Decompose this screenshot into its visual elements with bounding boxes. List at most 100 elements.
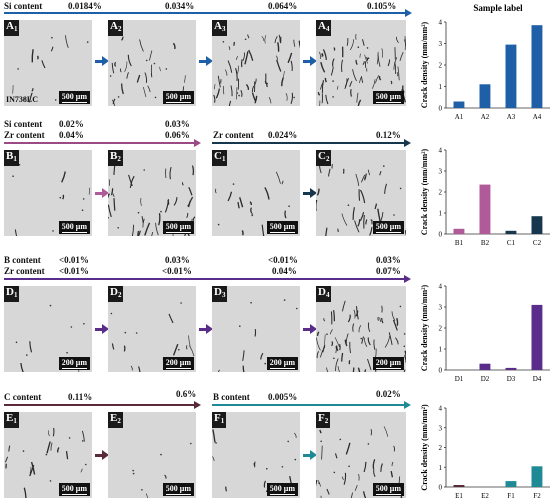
crack-mark <box>325 227 328 236</box>
crack-mark <box>355 59 358 66</box>
flow-arrow <box>199 56 213 66</box>
d-trend-arrow <box>4 278 406 280</box>
pore-mark <box>320 440 322 443</box>
panel-label: C2 <box>316 150 332 166</box>
x-tick-label: D2 <box>481 375 490 383</box>
crack-mark <box>326 488 330 495</box>
panel-label: D4 <box>316 286 332 302</box>
pore-mark <box>281 466 284 468</box>
crack-mark <box>112 99 116 106</box>
header-b-zr-2: 0.06% <box>165 130 190 140</box>
crack-mark <box>29 341 33 353</box>
crack-mark <box>240 59 243 68</box>
crack-mark <box>334 453 338 459</box>
scale-bar: 500 μm <box>266 483 298 496</box>
y-tick-label: 3 <box>439 424 443 432</box>
crack-mark <box>274 35 278 44</box>
pore-mark <box>367 443 370 445</box>
crack-mark <box>336 345 339 352</box>
crack-mark <box>404 354 406 363</box>
pore-mark <box>215 442 217 444</box>
pore-mark <box>153 62 156 65</box>
pore-mark <box>266 82 268 85</box>
pore-mark <box>85 463 87 466</box>
pore-mark <box>238 94 240 97</box>
pore-mark <box>190 442 192 445</box>
pore-mark <box>108 216 109 219</box>
pore-mark <box>251 214 254 217</box>
crack-mark <box>396 71 399 77</box>
flow-arrow <box>303 56 317 66</box>
crack-mark <box>330 66 334 76</box>
pore-mark <box>366 47 369 49</box>
pore-mark <box>26 354 28 356</box>
header-c-1: 0.11% <box>68 392 93 402</box>
crack-mark <box>350 39 355 51</box>
crack-mark <box>316 479 318 487</box>
pore-mark <box>45 453 48 456</box>
crack-mark <box>164 474 167 479</box>
crack-mark <box>356 92 359 103</box>
crack-mark <box>361 336 364 344</box>
header-b-2: 0.03% <box>165 255 190 265</box>
crack-mark <box>167 200 170 205</box>
crack-mark <box>183 75 186 83</box>
pore-mark <box>178 348 180 351</box>
crack-mark <box>316 199 318 211</box>
crack-mark <box>20 362 24 372</box>
crack-mark <box>4 456 9 463</box>
content-trend-arrowhead <box>405 9 412 17</box>
crack-mark <box>369 227 373 236</box>
bar-c2 <box>531 216 543 234</box>
panel-label: D1 <box>4 286 20 302</box>
micrograph-c2: C2 500 μm <box>316 150 406 236</box>
pore-mark <box>145 59 148 62</box>
pore-mark <box>364 177 366 179</box>
crack-mark <box>384 335 391 348</box>
pore-mark <box>49 304 52 307</box>
scale-bar: 500 μm <box>58 91 90 104</box>
micrograph-a2: A2 500 μm <box>108 20 196 106</box>
crack-mark <box>323 317 326 322</box>
crack-mark <box>227 191 233 202</box>
crack-mark <box>31 88 34 92</box>
y-tick-label: 2 <box>439 189 443 197</box>
header-si-label: Si content <box>4 1 43 11</box>
crack-mark <box>287 52 293 64</box>
crack-mark <box>396 317 399 326</box>
panel-label: E2 <box>108 412 123 428</box>
crack-mark <box>355 310 359 317</box>
x-tick-label: C2 <box>533 239 542 247</box>
y-tick-label: 1 <box>439 210 443 218</box>
pore-mark <box>367 57 370 59</box>
y-tick-label: 0 <box>439 231 443 239</box>
panel-label: F1 <box>212 412 227 428</box>
scale-bar: 500 μm <box>372 221 404 234</box>
crack-mark <box>380 463 383 472</box>
pore-mark <box>165 68 168 70</box>
crack-mark <box>14 229 18 236</box>
x-tick-label: D3 <box>507 375 516 383</box>
x-tick-label: B2 <box>481 239 490 247</box>
crack-mark <box>186 345 188 350</box>
crack-mark <box>41 60 46 69</box>
scale-bar: 200 μm <box>58 357 90 370</box>
crack-mark <box>112 193 115 197</box>
header-zr-label: Zr content <box>4 130 45 140</box>
crack-mark <box>399 52 404 61</box>
pore-mark <box>399 187 402 190</box>
pore-mark <box>347 204 350 206</box>
crack-mark <box>137 230 140 236</box>
bar-f2 <box>531 466 543 487</box>
crack-mark <box>364 337 368 347</box>
header-si-value-1: 0.0184% <box>68 1 102 11</box>
bar-b1 <box>453 228 465 235</box>
crack-mark <box>328 168 331 177</box>
pore-mark <box>154 96 157 99</box>
micrograph-d3: D3 200 μm <box>212 286 300 372</box>
flow-arrow <box>303 324 317 334</box>
crack-mark <box>394 61 397 74</box>
chart-title: Sample label <box>473 3 523 13</box>
crack-mark <box>332 58 335 67</box>
crack-mark <box>403 369 406 372</box>
